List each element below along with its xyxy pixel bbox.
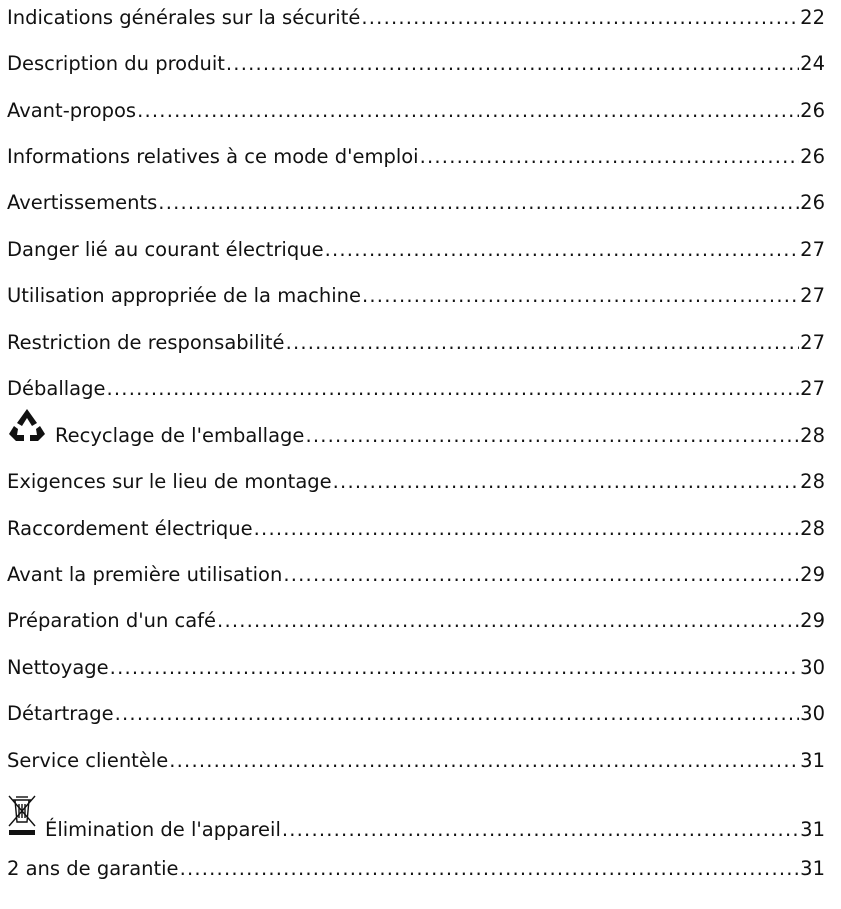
dot-leader (110, 656, 800, 680)
toc-entry-label: Indications générales sur la sécurité (7, 6, 361, 29)
toc-entry-label: Avant la première utilisation (7, 563, 283, 586)
toc-entry[interactable]: Déballage 27 (7, 371, 825, 401)
dot-leader (169, 749, 799, 773)
toc-entry-page: 26 (800, 99, 825, 122)
dot-leader (107, 377, 800, 401)
toc-entry[interactable]: Exigences sur le lieu de montage 28 (7, 464, 825, 494)
toc-entry-label: Service clientèle (7, 749, 169, 772)
dot-leader (283, 563, 799, 587)
toc-entry[interactable]: Élimination de l'appareil 31 (7, 795, 825, 842)
dot-leader (325, 238, 800, 262)
toc-entry-label: Informations relatives à ce mode d'emplo… (7, 145, 419, 168)
toc-entry-page: 26 (800, 191, 825, 214)
toc-entry[interactable]: Indications générales sur la sécurité 22 (7, 0, 825, 30)
toc-entry-page: 30 (800, 656, 825, 679)
toc-entry-page: 24 (800, 52, 825, 75)
toc-entry-page: 27 (800, 331, 825, 354)
toc-entry-label: Danger lié au courant électrique (7, 238, 324, 261)
toc-entry[interactable]: Utilisation appropriée de la machine 27 (7, 278, 825, 308)
toc-entry[interactable]: Détartrage 30 (7, 696, 825, 726)
toc-entry-page: 28 (800, 470, 825, 493)
dot-leader (361, 6, 799, 30)
recycle-icon (7, 408, 47, 448)
toc-entry-page: 30 (800, 702, 825, 725)
toc-entry[interactable]: Service clientèle 31 (7, 743, 825, 773)
dot-leader (286, 331, 800, 355)
toc-entry-label: Détartrage (7, 702, 114, 725)
toc-entry-page: 22 (800, 6, 825, 29)
toc-entry-label: Exigences sur le lieu de montage (7, 470, 332, 493)
toc-entry[interactable]: Danger lié au courant électrique 27 (7, 232, 825, 262)
toc-entry[interactable]: Raccordement électrique 28 (7, 511, 825, 541)
toc-entry-page: 28 (800, 517, 825, 540)
toc-entry[interactable]: Recyclage de l'emballage 28 (7, 409, 825, 448)
dot-leader (333, 470, 800, 494)
toc-entry[interactable]: Informations relatives à ce mode d'emplo… (7, 139, 825, 169)
toc-entry-label: Préparation d'un café (7, 609, 217, 632)
toc-entry[interactable]: 2 ans de garantie 31 (7, 851, 825, 881)
dot-leader (158, 191, 799, 215)
toc-entry-label: Restriction de responsabilité (7, 331, 285, 354)
toc-entry-page: 29 (800, 609, 825, 632)
toc-entry-page: 27 (800, 377, 825, 400)
toc-entry-label: Déballage (7, 377, 106, 400)
toc-entry[interactable]: Nettoyage 30 (7, 650, 825, 680)
toc-entry-label: Recyclage de l'emballage (55, 424, 305, 447)
toc-entry[interactable]: Avant la première utilisation 29 (7, 557, 825, 587)
toc-entry-page: 28 (800, 424, 825, 447)
toc-entry-page: 31 (800, 818, 825, 841)
toc-entry-page: 31 (800, 749, 825, 772)
toc-entry-label: 2 ans de garantie (7, 857, 179, 880)
dot-leader (137, 99, 799, 123)
dot-leader (226, 52, 799, 76)
toc-entry[interactable]: Avertissements 26 (7, 185, 825, 215)
toc-entry-page: 27 (800, 238, 825, 261)
toc-entry-page: 26 (800, 145, 825, 168)
dot-leader (254, 517, 800, 541)
toc-entry-label: Avertissements (7, 191, 158, 214)
dot-leader (180, 857, 800, 881)
toc-entry-label: Avant-propos (7, 99, 137, 122)
toc-entry-label: Nettoyage (7, 656, 109, 679)
toc-entry[interactable]: Description du produit 24 (7, 46, 825, 76)
dot-leader (305, 424, 799, 448)
dot-leader (420, 145, 800, 169)
dot-leader (115, 702, 800, 726)
toc-entry[interactable]: Restriction de responsabilité 27 (7, 325, 825, 355)
crossed-bin-icon (7, 794, 37, 842)
toc-entry-label: Description du produit (7, 52, 225, 75)
toc-entry-page: 27 (800, 284, 825, 307)
toc-entry-page: 31 (800, 857, 825, 880)
dot-leader (362, 284, 799, 308)
toc-entry-page: 29 (800, 563, 825, 586)
toc-entry-label: Élimination de l'appareil (45, 818, 281, 841)
dot-leader (217, 609, 799, 633)
toc-entry[interactable]: Avant-propos 26 (7, 93, 825, 123)
toc-entry[interactable]: Préparation d'un café 29 (7, 603, 825, 633)
dot-leader (282, 818, 799, 842)
toc-entry-label: Utilisation appropriée de la machine (7, 284, 361, 307)
toc-entry-label: Raccordement électrique (7, 517, 253, 540)
